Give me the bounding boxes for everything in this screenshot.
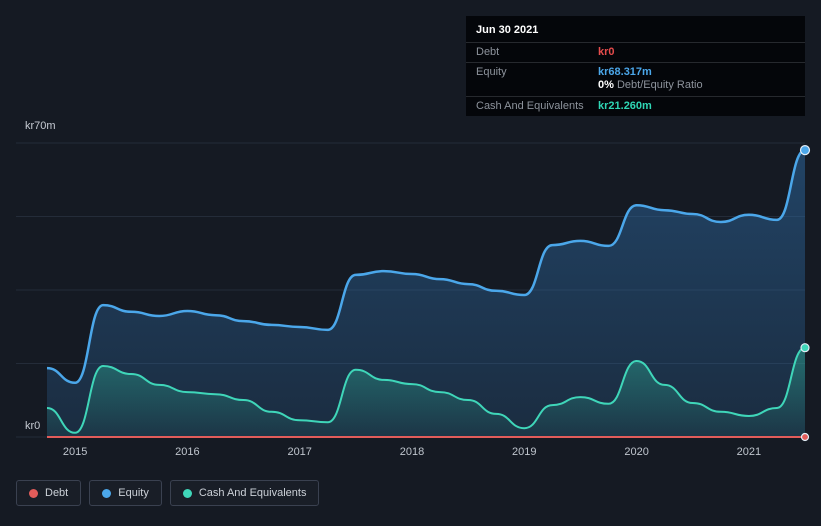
legend-debt-label: Debt [45, 487, 69, 499]
legend-item-cash[interactable]: Cash And Equivalents [169, 480, 320, 506]
tooltip-debt-label: Debt [476, 46, 500, 58]
equity-series-dot-icon [102, 488, 112, 498]
y-axis-label-max: kr70m [25, 120, 56, 132]
tooltip-equity-label: Equity [476, 66, 507, 78]
legend-item-equity[interactable]: Equity [89, 480, 162, 506]
tooltip-row-debt: Debt kr0 [466, 42, 805, 62]
y-axis-label-zero: kr0 [25, 420, 41, 432]
x-axis-label-2015: 2015 [62, 446, 88, 458]
chart-series [46, 145, 811, 442]
tooltip-cash-label: Cash And Equivalents [476, 100, 584, 112]
legend-item-debt[interactable]: Debt [16, 480, 82, 506]
chart-tooltip: Jun 30 2021 Debt kr0 Equity kr68.317m 0%… [466, 16, 805, 116]
tooltip-ratio-label: Debt/Equity Ratio [616, 79, 703, 91]
x-axis-label-2016: 2016 [175, 446, 200, 458]
x-axis-label-2020: 2020 [624, 446, 649, 458]
legend-equity-label: Equity [118, 487, 149, 499]
tooltip-debt-value: kr0 [598, 46, 615, 58]
debt-series-dot-icon [29, 488, 38, 498]
legend-cash-label: Cash And Equivalents [198, 487, 307, 499]
tooltip-row-equity: Equity kr68.317m 0% Debt/Equity Ratio [466, 62, 805, 96]
tooltip-debt-equity-ratio: 0% Debt/Equity Ratio [598, 79, 795, 91]
tooltip-equity-value: kr68.317m [598, 66, 652, 78]
tooltip-row-cash: Cash And Equivalents kr21.260m [466, 96, 805, 116]
x-axis-label-2018: 2018 [399, 446, 425, 458]
cash-series-dot-icon [182, 488, 192, 498]
chart-legend: Debt Equity Cash And Equivalents [16, 480, 320, 506]
x-axis-label-2019: 2019 [512, 446, 537, 458]
x-axis-label-2021: 2021 [736, 446, 762, 458]
tooltip-date: Jun 30 2021 [476, 24, 539, 36]
tooltip-ratio-value: 0% [598, 79, 614, 91]
x-axis-label-2017: 2017 [287, 446, 312, 458]
tooltip-cash-value: kr21.260m [598, 100, 652, 112]
x-axis: 2015 2016 2017 2018 2019 2020 2021 [0, 446, 821, 462]
